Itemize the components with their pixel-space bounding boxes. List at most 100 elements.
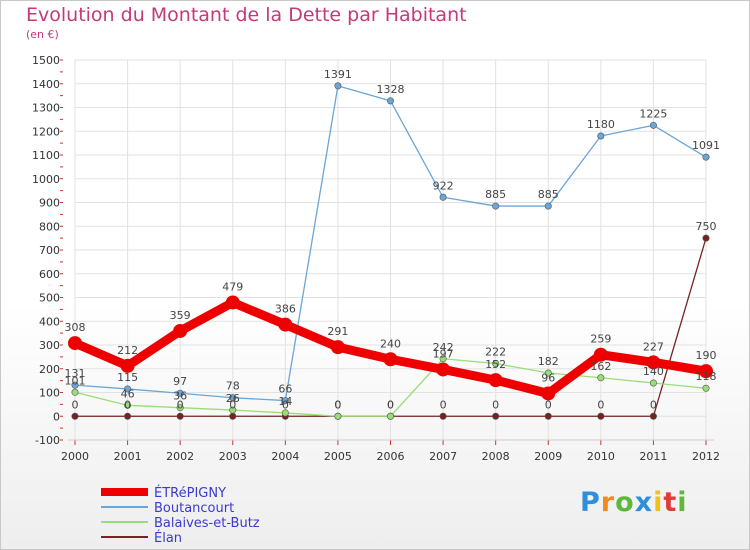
data-label: 259 bbox=[590, 333, 611, 346]
y-tick-label: 1200 bbox=[32, 125, 60, 138]
series-point-1 bbox=[386, 97, 394, 105]
x-tick-label: 2001 bbox=[114, 450, 142, 463]
x-tick-label: 2007 bbox=[429, 450, 457, 463]
logo-letter: r bbox=[600, 487, 616, 518]
series-point-1 bbox=[544, 202, 552, 210]
data-label: 97 bbox=[173, 375, 187, 388]
data-label: 182 bbox=[538, 355, 559, 368]
data-label: 240 bbox=[380, 337, 401, 350]
data-label: 308 bbox=[65, 321, 86, 334]
data-label: 922 bbox=[433, 179, 454, 192]
data-label: 78 bbox=[226, 380, 240, 393]
data-label: 36 bbox=[173, 390, 187, 403]
y-tick-label: 500 bbox=[39, 292, 60, 305]
series-point-1 bbox=[492, 202, 500, 210]
series-point-1 bbox=[229, 394, 237, 402]
series-point-0 bbox=[225, 295, 240, 310]
data-label: 0 bbox=[545, 398, 552, 411]
legend-label-3: Élan bbox=[154, 530, 182, 546]
series-point-0 bbox=[488, 373, 503, 388]
series-point-3 bbox=[492, 412, 500, 420]
y-tick-label: 1100 bbox=[32, 149, 60, 162]
series-point-3 bbox=[176, 412, 184, 420]
logo-letter: P bbox=[580, 487, 601, 518]
data-label: 222 bbox=[485, 346, 506, 359]
y-tick-label: -100 bbox=[35, 434, 60, 447]
proxiti-logo: Proxiti bbox=[580, 487, 688, 518]
y-tick-label: 1300 bbox=[32, 102, 60, 115]
series-point-0 bbox=[699, 364, 713, 379]
y-tick-label: 800 bbox=[39, 220, 60, 233]
series-point-1 bbox=[334, 82, 342, 90]
data-label: 118 bbox=[696, 370, 717, 383]
series-point-0 bbox=[278, 317, 293, 332]
series-point-0 bbox=[593, 347, 608, 362]
data-label: 115 bbox=[117, 371, 138, 384]
data-label: 0 bbox=[229, 398, 236, 411]
series-point-2 bbox=[492, 360, 500, 368]
series-point-2 bbox=[439, 355, 447, 363]
series-point-1 bbox=[702, 153, 710, 161]
series-point-0 bbox=[646, 355, 661, 370]
y-tick-label: 600 bbox=[39, 268, 60, 281]
series-point-2 bbox=[229, 406, 237, 414]
data-label: 1391 bbox=[324, 68, 352, 81]
data-label: 96 bbox=[541, 371, 555, 384]
data-label: 140 bbox=[643, 365, 664, 378]
series-point-1 bbox=[597, 132, 605, 140]
series-point-3 bbox=[597, 412, 605, 420]
data-label: 0 bbox=[492, 398, 499, 411]
series-point-2 bbox=[281, 409, 289, 417]
series-point-1 bbox=[649, 121, 657, 129]
legend-label-0: ÉTRéPIGNY bbox=[154, 485, 226, 501]
y-axis: -100 0 100 200 300 400 500 600 700 800 900 1000 1100… bbox=[32, 54, 63, 447]
y-tick-label: 700 bbox=[39, 244, 60, 257]
y-tick-label: 1500 bbox=[32, 54, 60, 67]
data-label: 0 bbox=[387, 398, 394, 411]
logo-letter: o bbox=[615, 487, 635, 518]
series-point-2 bbox=[334, 412, 342, 420]
data-label: 66 bbox=[278, 383, 292, 396]
series-point-3 bbox=[544, 412, 552, 420]
legend-label-2: Balaives-et-Butz bbox=[154, 516, 260, 531]
data-label: 197 bbox=[433, 347, 454, 360]
series-point-1 bbox=[176, 389, 184, 397]
y-tick-label: 100 bbox=[39, 387, 60, 400]
logo-letter: t bbox=[663, 487, 678, 518]
series-point-3 bbox=[124, 412, 132, 420]
y-tick-label: 1400 bbox=[32, 78, 60, 91]
series-layer bbox=[68, 82, 713, 420]
series-point-3 bbox=[229, 412, 237, 420]
data-label: 1180 bbox=[587, 118, 615, 131]
data-label: 14 bbox=[278, 395, 292, 408]
x-tick-label: 2004 bbox=[271, 450, 299, 463]
grid bbox=[74, 59, 707, 441]
data-label: 0 bbox=[597, 398, 604, 411]
x-tick-label: 2012 bbox=[692, 450, 720, 463]
data-label: 750 bbox=[696, 220, 717, 233]
data-label: 0 bbox=[72, 398, 79, 411]
series-point-1 bbox=[71, 381, 79, 389]
series-point-0 bbox=[68, 336, 82, 351]
data-label: 0 bbox=[387, 398, 394, 411]
data-label: 885 bbox=[538, 188, 559, 201]
data-label: 1328 bbox=[377, 83, 405, 96]
data-label: 242 bbox=[433, 341, 454, 354]
data-label: 152 bbox=[485, 358, 506, 371]
series-point-2 bbox=[124, 401, 132, 409]
x-tick-label: 2000 bbox=[61, 450, 89, 463]
series-point-1 bbox=[439, 193, 447, 201]
series-point-2 bbox=[176, 404, 184, 412]
series-point-3 bbox=[71, 412, 79, 420]
x-tick-label: 2003 bbox=[219, 450, 247, 463]
x-axis: 2000 2001 2002 2003 2004 2005 2006 2007 2008 2009… bbox=[61, 439, 720, 463]
data-label: 46 bbox=[121, 387, 135, 400]
series-point-0 bbox=[436, 362, 451, 377]
series-point-0 bbox=[330, 340, 345, 355]
data-label: 0 bbox=[124, 398, 131, 411]
data-label: 0 bbox=[440, 398, 447, 411]
data-label: 291 bbox=[327, 325, 348, 338]
series-point-0 bbox=[120, 358, 135, 373]
